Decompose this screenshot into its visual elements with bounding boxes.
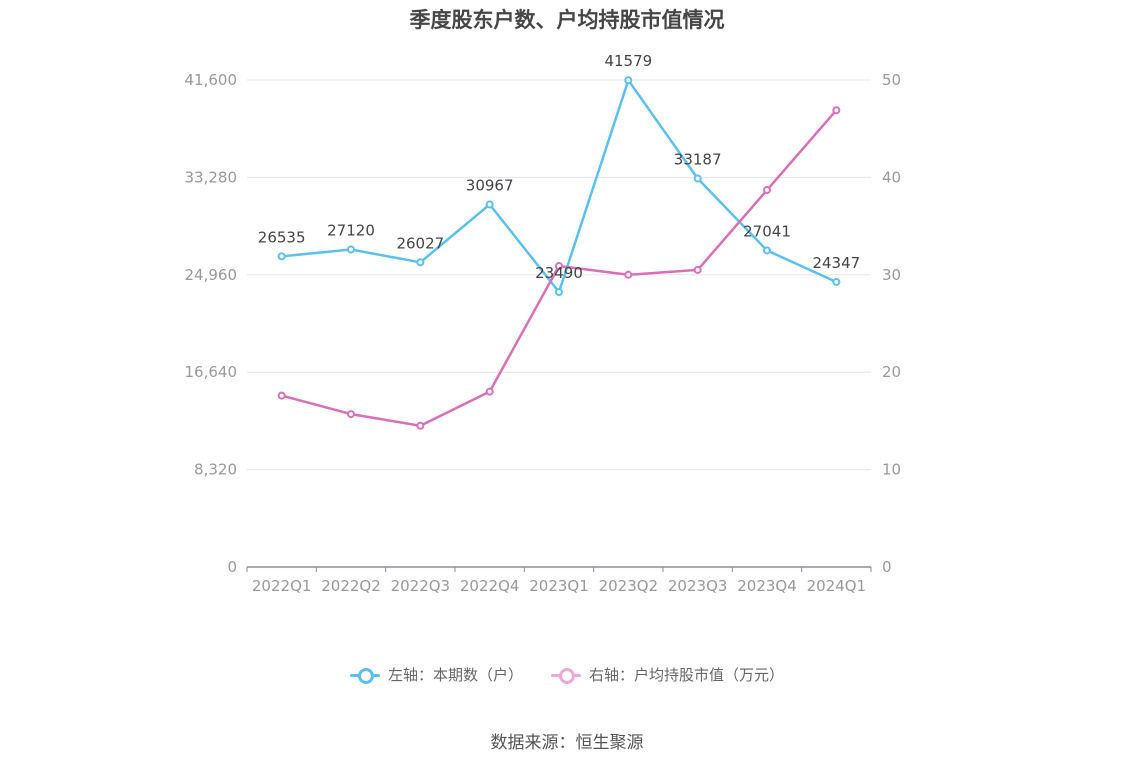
legend-item-left-series[interactable]: 左轴：本期数（户） — [349, 664, 523, 685]
data-labels: 26535 27120 26027 30967 23490 41579 33187 27041… — [258, 52, 860, 282]
data-point-right — [485, 387, 494, 396]
data-point-left — [624, 76, 633, 85]
data-point-right — [277, 391, 286, 400]
legend-label-left: 左轴：本期数（户） — [387, 666, 523, 684]
x-tick-label: 2022Q4 — [460, 577, 520, 595]
x-tick-label: 2022Q2 — [321, 577, 381, 595]
data-point-right — [347, 410, 355, 419]
y-right-tick-label: 50 — [882, 71, 901, 89]
data-label: 26535 — [258, 228, 306, 246]
data-point-left — [693, 174, 702, 183]
y-right-tick-label: 0 — [882, 558, 892, 576]
y-left-tick-label: 24,960 — [185, 266, 238, 284]
y-right-tick-label: 40 — [882, 168, 901, 186]
data-point-left — [277, 252, 286, 261]
data-point-left — [763, 246, 771, 255]
data-point-right — [832, 106, 841, 115]
series-line-left — [281, 78, 837, 294]
legend-label-right: 右轴：户均持股市值（万元） — [589, 666, 785, 684]
data-point-left — [485, 200, 494, 209]
x-tick-label: 2023Q1 — [529, 577, 589, 595]
x-tick-label: 2023Q3 — [668, 577, 728, 595]
data-point-right — [693, 265, 702, 274]
x-tick-label: 2022Q1 — [252, 577, 312, 595]
data-point-left — [347, 245, 355, 254]
data-label: 23490 — [535, 264, 583, 282]
chart-title: 季度股东户数、户均持股市值情况 — [409, 8, 725, 32]
data-label: 24347 — [812, 254, 860, 272]
data-label: 26027 — [396, 234, 444, 252]
y-left-tick-label: 0 — [227, 558, 237, 576]
data-label: 33187 — [674, 150, 722, 168]
data-point-right — [624, 270, 633, 279]
source-note: 数据来源：恒生聚源 — [490, 733, 644, 753]
legend-item-right-series[interactable]: 右轴：户均持股市值（万元） — [551, 664, 784, 685]
data-point-right — [763, 186, 771, 195]
data-label: 41579 — [604, 52, 652, 70]
y-right-tick-label: 10 — [882, 461, 901, 479]
y-left-tick-label: 8,320 — [194, 461, 237, 479]
x-tick-label: 2023Q2 — [599, 577, 659, 595]
data-label: 27120 — [327, 222, 375, 240]
data-point-left — [832, 277, 841, 286]
data-label: 30967 — [466, 176, 514, 194]
y-right-tick-label: 20 — [882, 363, 901, 381]
x-tick-label: 2022Q3 — [391, 577, 451, 595]
line-chart: 0 0 8,320 10 16,640 20 24,960 30 33,280 40 41,600 5… — [185, 52, 902, 595]
y-right-tick-label: 30 — [882, 266, 901, 284]
legend-marker-right — [551, 667, 581, 684]
series-lines — [277, 76, 841, 430]
x-tick-label: 2023Q4 — [737, 577, 797, 595]
axes: 0 0 8,320 10 16,640 20 24,960 30 33,280 40 41,600 5… — [185, 71, 902, 595]
legend: 左轴：本期数（户） 右轴：户均持股市值（万元） — [0, 664, 1134, 685]
y-left-tick-label: 16,640 — [185, 363, 238, 381]
legend-marker-left — [349, 667, 380, 684]
data-point-left — [416, 258, 425, 267]
x-tick-label: 2024Q1 — [807, 577, 867, 595]
y-left-tick-label: 41,600 — [185, 71, 238, 89]
data-label: 27041 — [743, 222, 791, 240]
data-point-right — [555, 262, 563, 271]
data-point-left — [555, 288, 563, 297]
data-point-right — [416, 421, 425, 430]
grid-lines — [247, 79, 871, 471]
y-left-tick-label: 33,280 — [185, 168, 238, 186]
